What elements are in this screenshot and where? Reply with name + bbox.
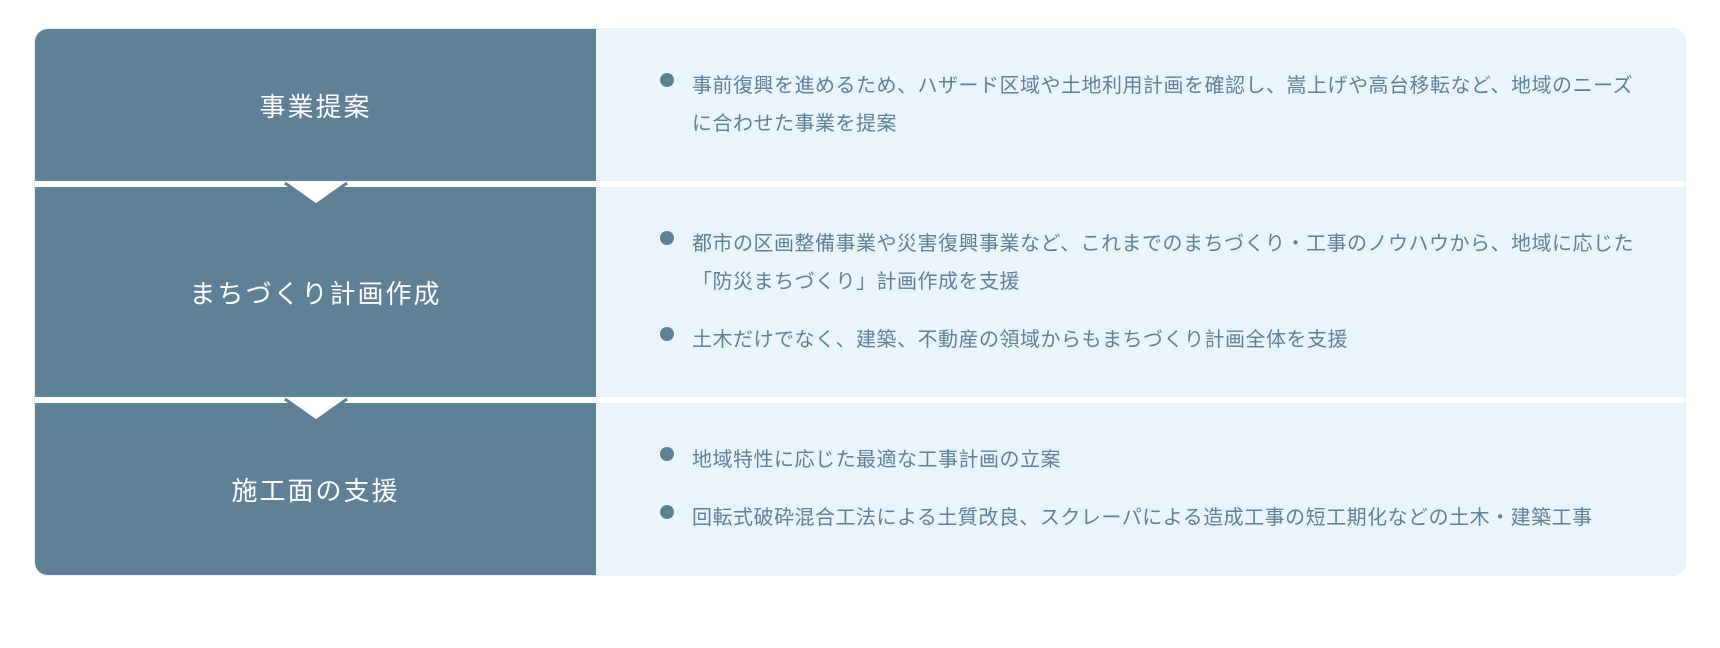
bullet-icon [660, 505, 674, 519]
step-title-panel: 施工面の支援 [35, 403, 596, 575]
flow-step: 施工面の支援 地域特性に応じた最適な工事計画の立案 回転式破砕混合工法による土質… [35, 403, 1685, 575]
step-title-panel: まちづくり計画作成 [35, 187, 596, 397]
step-title-panel: 事業提案 [35, 29, 596, 181]
bullet-text: 土木だけでなく、建築、不動産の領域からもまちづくり計画全体を支援 [692, 321, 1348, 359]
step-title: 事業提案 [259, 87, 371, 124]
step-detail-panel: 地域特性に応じた最適な工事計画の立案 回転式破砕混合工法による土質改良、スクレー… [596, 403, 1685, 575]
bullet-item: 土木だけでなく、建築、不動産の領域からもまちづくり計画全体を支援 [660, 321, 1645, 359]
bullet-icon [660, 73, 674, 87]
process-flow: 事業提案 事前復興を進めるため、ハザード区域や土地利用計画を確認し、嵩上げや高台… [34, 28, 1686, 576]
bullet-icon [660, 231, 674, 245]
bullet-item: 都市の区画整備事業や災害復興事業など、これまでのまちづくり・工事のノウハウから、… [660, 225, 1645, 301]
bullet-item: 回転式破砕混合工法による土質改良、スクレーパによる造成工事の短工期化などの土木・… [660, 499, 1645, 537]
step-title: まちづくり計画作成 [189, 274, 441, 311]
bullet-icon [660, 447, 674, 461]
chevron-down-icon [283, 397, 349, 427]
bullet-text: 地域特性に応じた最適な工事計画の立案 [692, 441, 1061, 479]
bullet-item: 地域特性に応じた最適な工事計画の立案 [660, 441, 1645, 479]
chevron-down-icon [283, 181, 349, 211]
bullet-text: 事前復興を進めるため、ハザード区域や土地利用計画を確認し、嵩上げや高台移転など、… [692, 67, 1645, 143]
bullet-icon [660, 327, 674, 341]
step-detail-panel: 事前復興を進めるため、ハザード区域や土地利用計画を確認し、嵩上げや高台移転など、… [596, 29, 1685, 181]
step-title: 施工面の支援 [231, 471, 399, 508]
flow-step: 事業提案 事前復興を進めるため、ハザード区域や土地利用計画を確認し、嵩上げや高台… [35, 29, 1685, 181]
bullet-item: 事前復興を進めるため、ハザード区域や土地利用計画を確認し、嵩上げや高台移転など、… [660, 67, 1645, 143]
flow-step: まちづくり計画作成 都市の区画整備事業や災害復興事業など、これまでのまちづくり・… [35, 187, 1685, 397]
step-detail-panel: 都市の区画整備事業や災害復興事業など、これまでのまちづくり・工事のノウハウから、… [596, 187, 1685, 397]
bullet-text: 回転式破砕混合工法による土質改良、スクレーパによる造成工事の短工期化などの土木・… [692, 499, 1593, 537]
bullet-text: 都市の区画整備事業や災害復興事業など、これまでのまちづくり・工事のノウハウから、… [692, 225, 1645, 301]
